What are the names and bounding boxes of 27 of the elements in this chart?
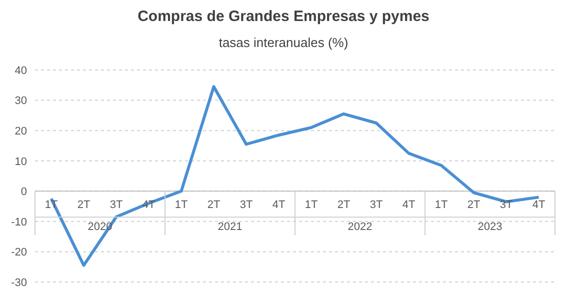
annotation: 2021: [218, 221, 242, 234]
y-tick-label: 30: [14, 95, 27, 108]
annotation: 2023: [478, 221, 502, 234]
y-tick-label: -20: [11, 246, 27, 259]
y-tick-label: -30: [11, 276, 27, 289]
x-tick-label: 4T: [402, 199, 416, 212]
x-tick-label: 1T: [174, 199, 188, 212]
y-tick-label: 0: [20, 186, 27, 198]
chart-title: Compras de Grandes Empresas y pymes: [136, 8, 430, 25]
y-tick-label: 10: [14, 156, 27, 168]
x-tick-label: 3T: [370, 199, 383, 212]
x-tick-label: 2T: [467, 199, 480, 212]
x-tick-label: 2T: [77, 199, 90, 212]
x-tick-label: 3T: [110, 199, 123, 212]
x-tick-label: 3T: [240, 199, 253, 212]
y-tick-label: -10: [11, 216, 27, 228]
x-tick-label: 3T: [500, 199, 513, 212]
y-tick-label: 20: [14, 125, 27, 138]
x-tick-label: 4T: [532, 199, 546, 212]
chart-subtitle: tasas interanuales (%): [218, 35, 350, 50]
x-tick-label: 2T: [207, 199, 220, 212]
y-tick-label: 40: [14, 64, 27, 77]
x-tick-label: 1T: [434, 199, 448, 212]
x-tick-label: 4T: [272, 199, 286, 212]
x-tick-label: 1T: [304, 199, 318, 212]
annotation: 2022: [348, 221, 372, 234]
x-tick-label: 2T: [337, 199, 350, 212]
